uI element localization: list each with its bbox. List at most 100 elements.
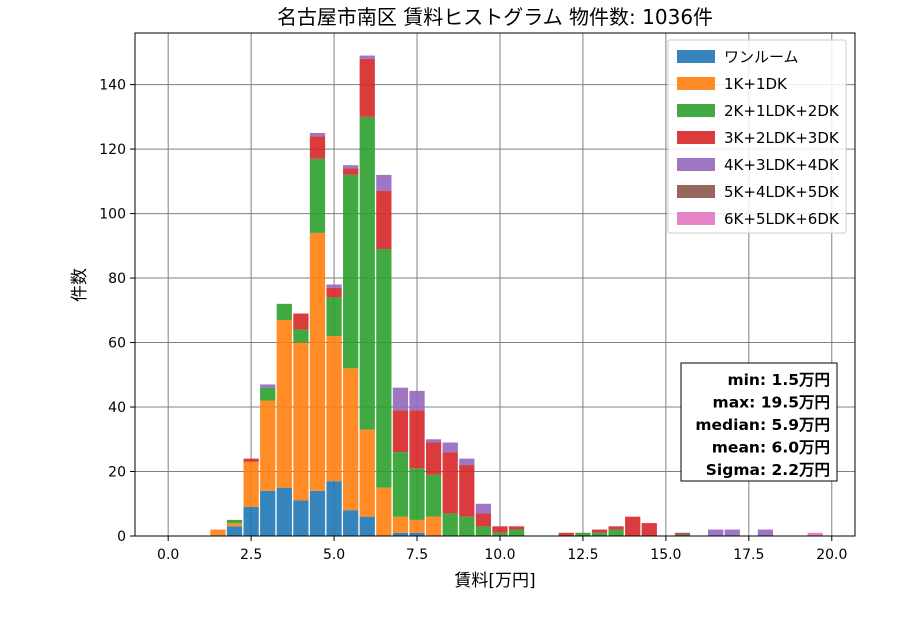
bar-segment-series-1 <box>243 461 259 507</box>
bar-segment-series-0 <box>293 500 309 536</box>
legend-label: 5K+4LDK+5DK <box>724 183 840 201</box>
stats-frame <box>680 362 838 482</box>
x-tick-label: 17.5 <box>733 547 764 563</box>
bar-segment-series-1 <box>392 516 409 533</box>
bar-segment-series-2 <box>343 174 359 369</box>
bar-segment-series-0 <box>260 490 276 536</box>
bar-segment-series-4 <box>708 529 724 536</box>
bar-segment-series-3 <box>608 526 624 530</box>
bar-segment-series-2 <box>575 532 591 536</box>
bar-segment-series-2 <box>591 532 608 536</box>
bar-segment-series-2 <box>309 158 326 233</box>
bar-segment-series-4 <box>376 174 392 191</box>
stats-line: median: 5.9万円 <box>695 416 830 434</box>
bar-segment-series-1 <box>226 523 243 527</box>
x-tick-label: 7.5 <box>406 547 428 563</box>
bar-segment-series-2 <box>492 532 508 536</box>
bar-segment-series-0 <box>326 481 342 536</box>
x-tick-label: 15.0 <box>650 547 681 563</box>
bar-segment-series-2 <box>459 516 475 536</box>
bar-segment-series-2 <box>226 519 243 524</box>
bar-segment-series-3 <box>376 190 392 250</box>
x-tick-label: 2.5 <box>240 547 262 563</box>
legend-swatch <box>677 131 715 144</box>
bar-segment-series-2 <box>376 249 392 488</box>
stats-line: mean: 6.0万円 <box>712 439 830 457</box>
bar-segment-series-5 <box>674 532 691 536</box>
x-tick-label: 0.0 <box>157 547 179 563</box>
bar-segment-series-3 <box>343 168 359 175</box>
bar-segment-series-3 <box>475 513 492 527</box>
bar-segment-series-3 <box>243 458 259 462</box>
legend-label: 4K+3LDK+4DK <box>724 156 840 174</box>
legend-swatch <box>677 158 715 171</box>
bar-segment-series-3 <box>625 516 641 536</box>
bar-segment-series-3 <box>293 313 309 330</box>
y-tick-label: 60 <box>108 336 126 352</box>
bar-segment-series-4 <box>475 503 492 514</box>
bar-segment-series-3 <box>409 410 425 469</box>
bar-segment-series-4 <box>757 529 774 536</box>
bar-segment-series-1 <box>425 516 442 536</box>
bar-segment-series-2 <box>409 468 425 520</box>
y-tick-label: 40 <box>108 400 126 416</box>
ticks-layer: 0.0 2.5 5.0 7.5 10.0 12.5 15.0 17.5 20.0 0 20 40 60 8… <box>99 78 847 563</box>
bars-layer <box>210 55 823 536</box>
bar-segment-series-4 <box>326 284 342 288</box>
bar-segment-series-0 <box>226 526 243 536</box>
stats-box: min: 1.5万円 max: 19.5万円 median: 5.9万円 mean: … <box>680 362 838 482</box>
legend: ワンルーム 1K+1DK 2K+1LDK+2DK 3K+2LDK+3DK 4K+3LDK… <box>667 39 847 234</box>
bar-segment-series-4 <box>724 529 740 536</box>
y-tick-label: 0 <box>117 529 126 545</box>
chart-title: 名古屋市南区 賃料ヒストグラム 物件数: 1036件 <box>277 5 713 29</box>
x-axis-label: 賃料[万円] <box>454 571 535 591</box>
legend-swatch <box>677 50 715 63</box>
bar-segment-series-3 <box>425 442 442 475</box>
bar-segment-series-2 <box>608 529 624 536</box>
legend-label: 6K+5LDK+6DK <box>724 210 840 228</box>
bar-segment-series-0 <box>359 516 375 536</box>
bar-segment-series-0 <box>392 532 409 536</box>
bar-segment-series-0 <box>309 490 326 536</box>
bar-segment-series-2 <box>293 329 309 343</box>
bar-segment-series-4 <box>442 442 458 453</box>
stats-line: max: 19.5万円 <box>713 394 830 412</box>
bar-segment-series-1 <box>409 519 425 533</box>
bar-segment-series-3 <box>641 523 657 536</box>
bar-segment-series-0 <box>243 506 259 536</box>
y-axis-label: 件数 <box>70 268 90 302</box>
bar-segment-series-4 <box>260 384 276 388</box>
bar-segment-series-2 <box>425 474 442 517</box>
bar-segment-series-1 <box>293 342 309 501</box>
bar-segment-series-2 <box>260 387 276 401</box>
stats-line: min: 1.5万円 <box>727 371 830 389</box>
legend-label: 1K+1DK <box>724 75 788 93</box>
bar-segment-series-0 <box>409 532 425 536</box>
bar-segment-series-2 <box>475 526 492 536</box>
bar-segment-series-1 <box>260 400 276 491</box>
x-tick-label: 10.0 <box>484 547 515 563</box>
bar-segment-series-1 <box>343 368 359 511</box>
bar-segment-series-3 <box>459 465 475 517</box>
x-tick-label: 20.0 <box>816 547 847 563</box>
bar-segment-series-2 <box>508 529 525 536</box>
bar-segment-series-4 <box>309 132 326 137</box>
bar-segment-series-3 <box>508 526 525 530</box>
bar-segment-series-0 <box>343 510 359 536</box>
y-tick-label: 20 <box>108 465 126 481</box>
bar-segment-series-1 <box>276 319 292 488</box>
bar-segment-series-0 <box>276 487 292 536</box>
y-tick-label: 120 <box>99 142 126 158</box>
bar-segment-series-4 <box>425 439 442 443</box>
bar-segment-series-3 <box>326 287 342 298</box>
plot-frame <box>134 32 856 537</box>
bar-segment-series-3 <box>392 410 409 453</box>
bar-segment-series-6 <box>807 532 823 536</box>
legend-swatch <box>677 212 715 225</box>
bar-segment-series-4 <box>459 458 475 466</box>
bar-segment-series-3 <box>442 452 458 514</box>
legend-label: 2K+1LDK+2DK <box>724 102 840 120</box>
bar-segment-series-2 <box>276 303 292 320</box>
